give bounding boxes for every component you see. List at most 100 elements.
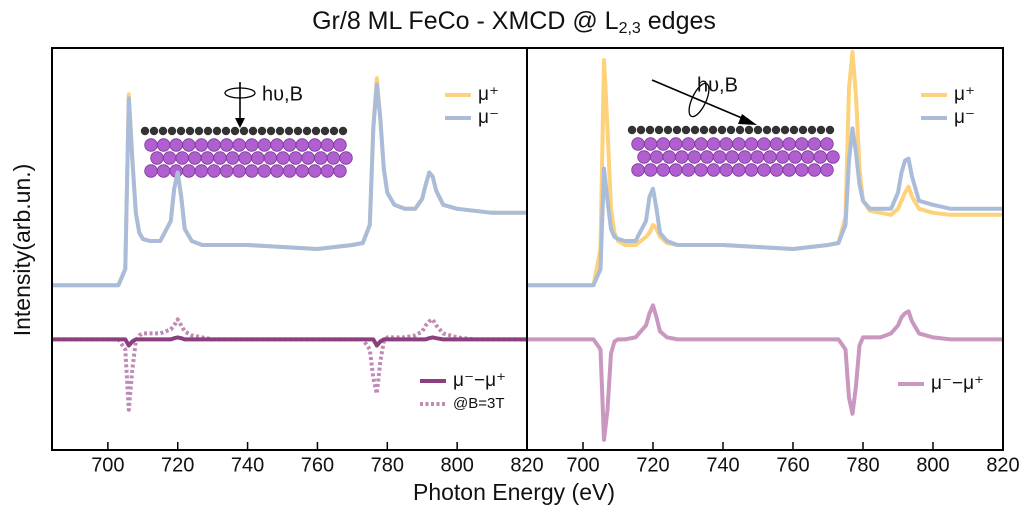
- fe-co-atom: [144, 164, 158, 178]
- x-tick-label: 700: [566, 454, 599, 476]
- graphene-atom: [266, 126, 276, 136]
- graphene-atom: [293, 126, 303, 136]
- graphene-atom: [627, 125, 637, 135]
- fe-co-atom: [738, 150, 752, 164]
- fe-co-atom: [757, 163, 771, 177]
- fe-co-atom: [295, 164, 309, 178]
- graphene-atom: [807, 125, 817, 135]
- graphene-atom: [338, 126, 348, 136]
- fe-co-atom: [232, 138, 246, 152]
- fe-co-atom: [295, 138, 309, 152]
- fe-co-atom: [782, 137, 796, 151]
- fe-co-atom: [219, 138, 234, 152]
- fe-co-atom: [643, 137, 658, 151]
- graphene-atom: [140, 126, 150, 136]
- graphene-atom: [302, 126, 312, 136]
- legend-label: μ⁻: [478, 107, 499, 128]
- fe-co-atom: [795, 163, 809, 177]
- fe-co-atom: [301, 151, 315, 165]
- data-line: [527, 126, 1003, 288]
- data-line: [52, 82, 527, 288]
- fe-co-atom: [744, 163, 759, 177]
- fe-co-atom: [251, 151, 265, 165]
- fe-co-atom: [675, 150, 689, 164]
- graphene-atom: [185, 126, 195, 136]
- fe-co-atom: [769, 163, 784, 177]
- graphene-atom: [636, 125, 646, 135]
- fe-co-atom: [732, 163, 746, 177]
- fe-co-atom: [801, 150, 815, 164]
- legend-label: μ⁺: [954, 84, 975, 105]
- annotation: hυ,B: [262, 83, 303, 105]
- fe-co-atom: [219, 164, 234, 178]
- fe-co-atom: [694, 137, 708, 151]
- fe-co-atom: [775, 150, 790, 164]
- x-tick-label: 760: [301, 454, 334, 476]
- graphene-atom: [780, 125, 790, 135]
- x-tick-label: 800: [440, 454, 473, 476]
- fe-co-atom: [649, 150, 664, 164]
- x-tick-label: 760: [776, 454, 809, 476]
- graphene-atom: [735, 125, 745, 135]
- fe-co-atom: [725, 150, 739, 164]
- fe-co-atom: [656, 137, 670, 151]
- graphene-atom: [239, 126, 249, 136]
- fe-co-atom: [245, 164, 259, 178]
- title-main: Gr/8 ML FeCo - XMCD @ L: [312, 7, 619, 35]
- fe-co-atom: [732, 137, 746, 151]
- graphene-atom: [771, 125, 781, 135]
- graphene-atom: [212, 126, 222, 136]
- legend-label: μ⁺: [478, 84, 499, 105]
- fe-co-atom: [807, 137, 822, 151]
- helicity-loop: [224, 87, 256, 99]
- data-line: [52, 335, 527, 348]
- fe-co-atom: [700, 150, 714, 164]
- fe-co-atom: [333, 138, 347, 152]
- graphene-atom: [798, 125, 808, 135]
- fe-co-atom: [712, 150, 727, 164]
- fe-co-atom: [643, 163, 658, 177]
- fe-co-atom: [631, 137, 645, 151]
- graphene-atom: [320, 126, 330, 136]
- fe-co-atom: [820, 163, 834, 177]
- x-tick-label: 700: [91, 454, 124, 476]
- x-tick-label: 820: [986, 454, 1019, 476]
- legend-label: μ⁻−μ⁺: [931, 373, 984, 394]
- fe-co-atom: [333, 164, 347, 178]
- fe-co-atom: [681, 163, 696, 177]
- title-end: edges: [641, 7, 716, 35]
- legend-label: @B=3T: [453, 395, 505, 412]
- graphene-atom: [825, 125, 835, 135]
- fe-co-atom: [308, 138, 322, 152]
- fe-co-atom: [270, 138, 284, 152]
- x-tick-label: 780: [371, 454, 404, 476]
- x-tick-label: 740: [706, 454, 739, 476]
- fe-co-atom: [662, 150, 676, 164]
- graphene-atom: [275, 126, 285, 136]
- y-axis-label: Intensity(arb.un.): [9, 164, 35, 337]
- graphene-atom: [167, 126, 177, 136]
- fe-co-atom: [270, 164, 284, 178]
- fe-co-atom: [788, 150, 802, 164]
- fe-co-atom: [156, 164, 171, 178]
- graphene-atom: [681, 125, 691, 135]
- graphene-atom: [329, 126, 339, 136]
- fe-co-atom: [706, 163, 721, 177]
- x-tick-label: 800: [916, 454, 949, 476]
- fe-co-atom: [238, 151, 252, 165]
- fe-co-atom: [276, 151, 290, 165]
- x-axis-label: Photon Energy (eV): [413, 479, 615, 505]
- arrow-head: [235, 118, 245, 128]
- fe-co-atom: [200, 151, 215, 165]
- fe-co-atom: [194, 138, 209, 152]
- fe-co-atom: [706, 137, 721, 151]
- annotation: hυ,B: [697, 74, 738, 96]
- fe-co-atom: [156, 138, 171, 152]
- fe-co-atom: [681, 137, 696, 151]
- graphene-atom: [717, 125, 727, 135]
- fe-co-atom: [807, 163, 822, 177]
- fe-co-atom: [169, 138, 183, 152]
- fe-co-atom: [282, 164, 297, 178]
- graphene-atom: [654, 125, 664, 135]
- graphene-atom: [230, 126, 240, 136]
